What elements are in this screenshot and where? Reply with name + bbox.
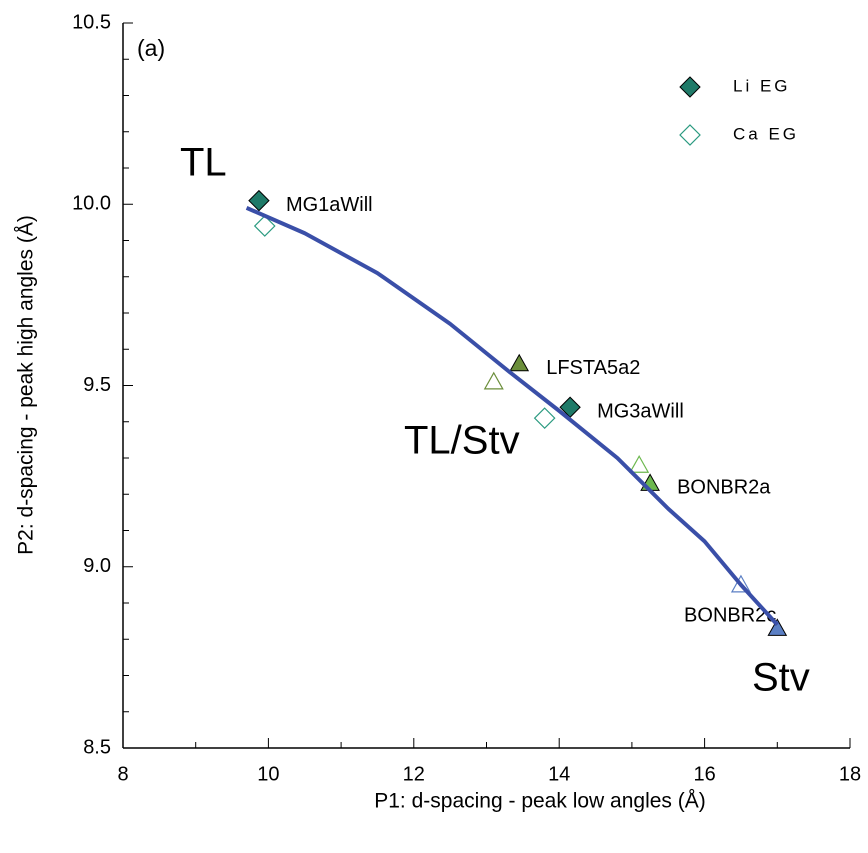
y-tick-label: 9.5: [83, 374, 111, 396]
legend-marker: [679, 76, 701, 98]
x-tick-label: 16: [693, 763, 715, 785]
y-tick-label: 10.0: [72, 193, 111, 215]
x-tick-label: 14: [548, 763, 570, 785]
triangle-point: [767, 618, 788, 636]
point-label: MG3aWill: [597, 401, 684, 423]
diamond-point: [533, 407, 556, 429]
annotation: Stv: [752, 656, 810, 700]
y-tick-label: 8.5: [83, 736, 111, 758]
x-tick-label: 12: [403, 763, 425, 785]
x-tick-label: 10: [257, 763, 279, 785]
annotation: TL/Stv: [404, 419, 520, 463]
legend-marker: [679, 124, 701, 146]
triangle-point: [629, 455, 650, 473]
x-tick-label: 18: [839, 763, 861, 785]
diamond-point: [253, 215, 276, 237]
y-tick-label: 10.5: [72, 11, 111, 33]
point-label: MG1aWill: [286, 194, 373, 216]
x-axis-label: P1: d-spacing - peak low angles (Å): [374, 790, 706, 813]
annotation: TL: [180, 141, 227, 185]
triangle-point: [483, 371, 504, 390]
y-tick-label: 9.0: [83, 555, 111, 577]
legend-label: Li EG: [733, 76, 791, 95]
annotation: (a): [137, 35, 165, 61]
point-label: LFSTA5a2: [546, 357, 640, 379]
legend-label: Ca EG: [733, 124, 799, 143]
diamond-point: [248, 189, 270, 212]
x-tick-label: 8: [117, 763, 128, 785]
y-axis-label: P2: d-spacing - peak high angles (Å): [15, 215, 38, 555]
triangle-point: [509, 353, 530, 372]
point-label: BONBR2c: [684, 605, 776, 627]
trend-line: [245, 206, 779, 627]
point-label: BONBR2a: [677, 477, 771, 499]
